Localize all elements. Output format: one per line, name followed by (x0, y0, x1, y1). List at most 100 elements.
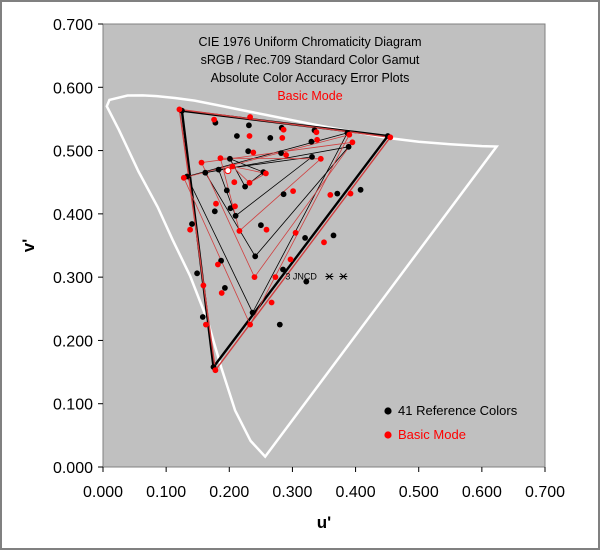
gamut-triangles (178, 108, 392, 372)
measured-point-20 (246, 133, 253, 139)
reference-point-23 (280, 266, 286, 273)
x-tick-label-7: 0.700 (525, 484, 565, 501)
reference-point-30 (278, 150, 284, 157)
reference-point-17 (345, 143, 352, 150)
reference-point-19 (267, 135, 274, 141)
x-axis-label: u' (317, 513, 331, 532)
reference-point-22 (302, 235, 308, 241)
measured-point-29 (317, 155, 324, 162)
measured-point-38 (263, 170, 269, 177)
measured-point-15 (200, 282, 207, 289)
reference-point-15 (194, 270, 201, 277)
measured-point-19 (279, 135, 286, 141)
measured-point-3 (346, 131, 353, 138)
y-tick-label-5: 0.500 (53, 144, 93, 161)
reference-point-10 (303, 278, 310, 285)
measured-point-39 (246, 179, 253, 186)
measured-gamut-outer (178, 108, 392, 372)
y-axis-label: v' (19, 239, 38, 253)
measured-point-26 (213, 200, 219, 207)
reference-point-36 (223, 187, 230, 194)
measured-point-36 (231, 179, 238, 186)
reference-point-26 (211, 208, 218, 215)
reference-point-12 (249, 309, 256, 316)
measured-point-37 (232, 203, 238, 210)
measured-point-30 (283, 152, 289, 158)
reference-point-8 (357, 186, 364, 193)
x-tick-label-3: 0.300 (272, 484, 312, 501)
reference-gamut-ring-1 (186, 132, 349, 314)
reference-point-34 (232, 212, 239, 219)
measured-point-21 (327, 192, 334, 198)
reference-point-35 (215, 166, 222, 173)
measured-point-22 (292, 229, 299, 236)
reference-point-18 (308, 138, 315, 145)
measured-point-6 (247, 114, 254, 120)
reference-point-31 (245, 148, 252, 155)
reference-point-16 (199, 314, 206, 320)
measured-point-12 (247, 321, 254, 328)
reference-point-28 (222, 285, 228, 291)
reference-point-40 (227, 155, 233, 162)
x-tick-label-6: 0.600 (462, 484, 502, 501)
measured-point-18 (314, 136, 320, 143)
measured-point-25 (198, 159, 205, 166)
measured-point-8 (347, 190, 354, 197)
reference-point-27 (218, 257, 225, 264)
measured-gamut-ring-3 (219, 157, 322, 232)
measured-point-7 (211, 116, 218, 123)
title-line-2: sRGB / Rec.709 Standard Color Gamut (201, 53, 420, 67)
legend: 41 Reference Colors Basic Mode (384, 403, 518, 442)
title-line-1: CIE 1976 Uniform Chromaticity Diagram (199, 35, 422, 49)
measured-point-1 (176, 106, 183, 113)
reference-point-6 (246, 122, 252, 129)
measured-point-13 (180, 174, 187, 181)
reference-point-39 (242, 183, 249, 190)
reference-gamut-ring-4 (229, 158, 265, 188)
reference-point-25 (202, 169, 209, 176)
jncd-label: 3 JNCD (285, 272, 317, 282)
measured-point-5 (280, 126, 287, 133)
measured-point-32 (290, 188, 296, 195)
title-line-3: Absolute Color Accuracy Error Plots (211, 71, 410, 85)
measured-point-11 (268, 299, 275, 306)
jncd-marker-0 (325, 273, 334, 280)
reference-point-14 (189, 221, 195, 227)
measured-point-28 (218, 290, 225, 296)
legend-item-basic-mode: Basic Mode (398, 427, 466, 442)
measured-point-34 (236, 228, 243, 234)
measured-point-2 (212, 367, 219, 374)
measured-point-10 (287, 256, 294, 263)
reference-gamut-ring-2 (204, 146, 350, 257)
legend-item-reference: 41 Reference Colors (398, 403, 518, 418)
y-tick-label-7: 0.700 (53, 17, 93, 34)
y-tick-label-4: 0.400 (53, 207, 93, 224)
x-tick-label-4: 0.400 (336, 484, 376, 501)
measured-point-17 (349, 139, 356, 146)
y-tick-label-3: 0.300 (53, 270, 93, 287)
legend-marker-reference (384, 407, 392, 415)
measured-point-16 (203, 321, 209, 328)
x-tick-label-1: 0.100 (146, 484, 186, 501)
measured-gamut-ring-4 (231, 165, 268, 184)
reference-point-37 (227, 205, 234, 212)
x-axis-ticks: 0.000 0.100 0.200 0.300 0.400 0.500 0.600 0.700 (83, 467, 565, 501)
x-tick-label-5: 0.500 (399, 484, 439, 501)
x-tick-label-2: 0.200 (209, 484, 249, 501)
y-tick-label-0: 0.000 (53, 460, 93, 477)
measured-point-31 (250, 149, 257, 156)
measured-point-27 (215, 261, 221, 268)
measured-point-33 (263, 226, 270, 233)
measured-point-35 (217, 155, 224, 162)
measured-point-23 (272, 274, 279, 280)
chart-title: CIE 1976 Uniform Chromaticity Diagram sR… (199, 35, 422, 103)
y-tick-label-1: 0.100 (53, 397, 93, 414)
reference-point-32 (280, 191, 287, 198)
measured-point-14 (187, 226, 194, 233)
chart-subtitle: Basic Mode (277, 89, 342, 103)
data-points (176, 106, 394, 374)
jncd-annotation: 3 JNCD (285, 272, 348, 282)
reference-point-20 (234, 133, 240, 139)
legend-marker-basic-mode (384, 431, 392, 439)
